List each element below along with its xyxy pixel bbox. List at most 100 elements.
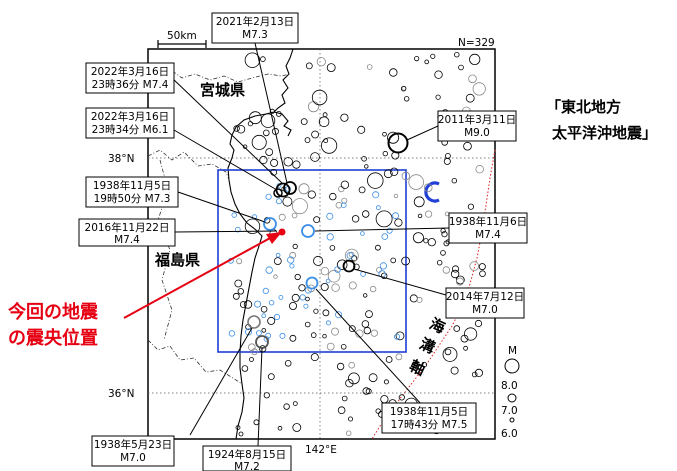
event-2014 [342,259,356,273]
epicenter-dot [320,282,329,291]
epicenter-dot [361,320,370,328]
event-label-text: 2021年2月13日 [216,15,294,28]
tohoku-caption-1: 「東北地方 [546,98,621,116]
epicenter-dot [424,210,433,218]
epicenter-dot [347,416,353,422]
epicenter-dot [320,137,338,154]
epicenter-dot [348,281,357,290]
epicenter-dot [235,226,241,233]
epicenter-dot [479,270,486,278]
epicenter-dot [322,112,328,118]
epicenter-dot [326,233,334,241]
epicenter-dot [437,260,443,266]
epicenter-dot [357,125,366,134]
epicenter-dot [362,210,370,218]
magnitude-legend: M 8.0 7.0 6.0 [501,345,520,440]
region-c-box [217,169,407,353]
lat-38-label: 38°N [108,153,134,165]
epicenter-dot [243,300,253,309]
region-c-label [424,181,440,203]
epicenter-dot [273,313,281,321]
epicenter-dot [389,68,398,77]
epicenter-dot [260,305,268,313]
epicenter-dot [478,263,486,271]
epicenter-dot [441,231,448,238]
epicenter-dot [325,278,331,284]
tohoku-2011-epicenter [387,132,409,154]
epicenter-dot [408,174,425,190]
event-label-box [437,110,517,142]
epicenter-dot [275,252,281,258]
epicenter-dot [307,101,319,113]
leader-lines [171,42,450,447]
event-label-box [85,62,175,94]
epicenter-dot [262,129,270,137]
epicenter-dot [469,261,480,271]
epicenter-dot [271,127,279,135]
epicenter-dot [382,150,388,157]
epicenter-dot [346,430,352,436]
epicenter-dot [298,183,310,195]
epicenter-dot [260,113,276,128]
epicenter-dot [289,263,295,269]
epicenter-dot [370,329,378,337]
epicenter-dot [310,353,319,362]
map-frame [147,48,496,440]
current-quake-arrow [123,236,273,319]
epicenter-dot [375,408,381,414]
epicenter-dot [421,361,428,368]
epicenter-dot [395,353,403,361]
epicenter-dot [454,52,460,58]
legend-circle-8 [504,358,520,374]
epicenter-dot [233,125,240,132]
event-label-text: 23時36分 M7.4 [92,79,169,91]
epicenter-dot [375,205,381,211]
epicenter-dot [390,257,397,264]
event-label-box [202,445,292,471]
epicenter-dot [238,431,244,437]
event-1938-1105b [305,276,319,290]
epicenter-dot [360,231,365,236]
epicenter-dot [355,329,364,338]
prefecture-border [147,339,243,385]
epicenter-dot [383,169,393,179]
epicenter-dot [313,308,319,314]
epicenter-dot [450,366,459,375]
epicenter-dot [417,213,423,219]
event-label-text: 2022年3月16日 [91,65,169,78]
event-1938-1106 [301,224,315,238]
legend-circle-6 [509,417,515,423]
epicenter-dot [320,267,330,276]
event-1924 [255,335,269,349]
epicenter-dot [401,171,410,181]
epicenter-dot [241,365,249,372]
epicenter-dot [282,196,293,207]
scale-bar: 50km [157,30,207,48]
event-2022-cluster [283,181,297,195]
epicenter-dot [283,403,290,410]
epicenter-dot [340,343,347,350]
epicenter-dot [267,373,275,381]
epicenter-dot [310,332,317,338]
current-quake-caption-1: 今回の地震 [8,301,99,323]
epicenter-dot [304,321,311,328]
epicenter-dot [423,183,433,193]
epicenter-dot [334,266,341,273]
epicenter-dot [471,371,478,378]
epicenter-dot [331,283,340,292]
epicenter-dot [381,272,388,279]
scale-label: 50km [167,30,197,42]
epicenter-dot [247,121,253,127]
epicenter-dot [232,292,240,300]
epicenter-dot [358,186,366,194]
event-2022-cluster [275,182,291,198]
trench-label-3: 軸 [407,357,428,380]
epicenter-dot [237,288,244,295]
epicenter-dot [424,59,430,65]
event-label-text: 2016年11月22日 [85,221,170,234]
epicenter-dot [329,245,336,251]
epicenter-dot [289,334,297,342]
